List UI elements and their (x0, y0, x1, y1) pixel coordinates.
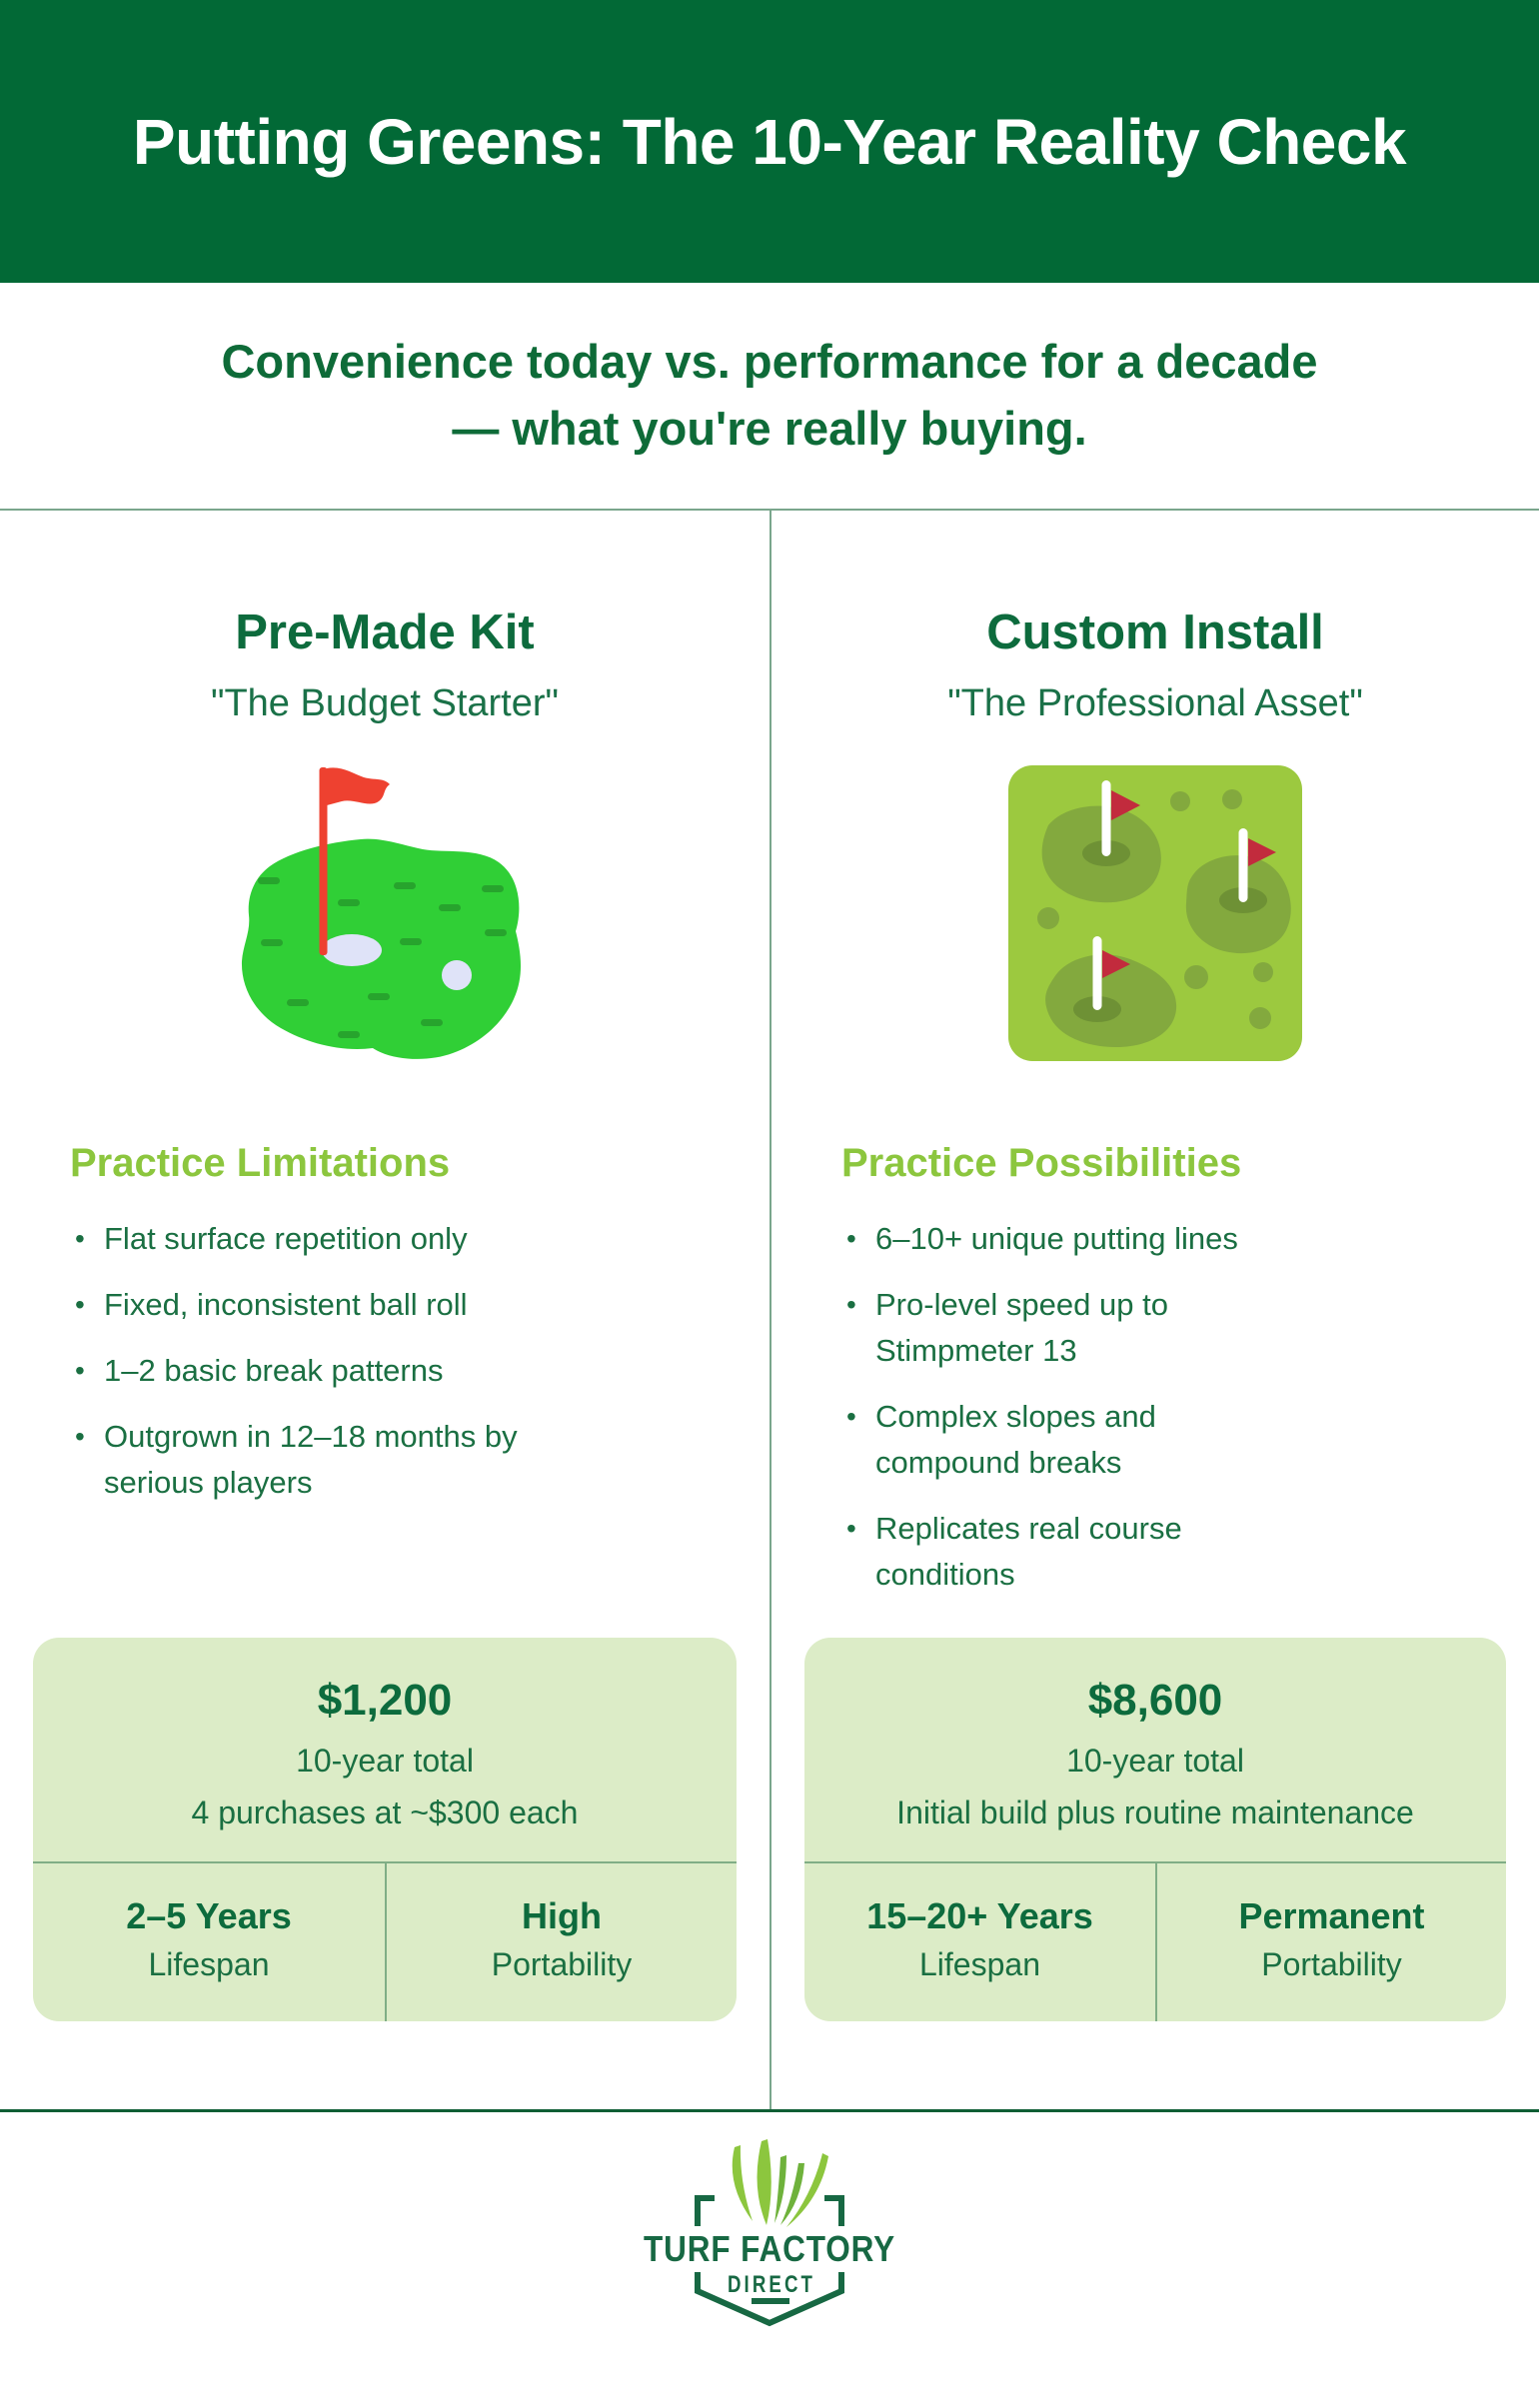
golf-ball (441, 960, 472, 990)
price-period: 10-year total (1066, 1743, 1244, 1779)
flag-pennant (326, 767, 390, 805)
stats-row: 2–5 Years Lifespan High Portability (33, 1861, 737, 2021)
icon-area (771, 765, 1539, 1085)
column-title: Pre-Made Kit (235, 605, 535, 659)
price-summary: $1,200 10-year total 4 purchases at ~$30… (33, 1638, 737, 1861)
feature-item: 6–10+ unique putting lines (841, 1216, 1305, 1262)
column-pre-made-kit: Pre-Made Kit "The Budget Starter" (0, 511, 770, 2109)
stat-label: Lifespan (919, 1946, 1040, 1982)
grass-dashes (257, 877, 507, 1038)
stat-lifespan: 15–20+ Years Lifespan (804, 1863, 1155, 2021)
feature-item: Pro-level speed up to Stimpmeter 13 (841, 1282, 1305, 1374)
pin-flags (1102, 790, 1276, 978)
brand-sub-text: DIRECT (728, 2271, 815, 2298)
stats-row: 15–20+ Years Lifespan Permanent Portabil… (804, 1861, 1506, 2021)
grass-blades-icon (732, 2139, 828, 2227)
features-list: Flat surface repetition only Fixed, inco… (70, 1216, 700, 1506)
price-detail: Initial build plus routine maintenance (896, 1795, 1414, 1830)
shield-outline (695, 2195, 844, 2327)
logo-underline-bar (752, 2298, 789, 2304)
column-tagline: "The Budget Starter" (210, 682, 560, 724)
header-band: Putting Greens: The 10-Year Reality Chec… (0, 0, 1539, 283)
column-title: Custom Install (986, 605, 1324, 659)
features-block: Practice Limitations Flat surface repeti… (70, 1141, 700, 1526)
stat-value: 2–5 Years (126, 1895, 292, 1936)
intro-line-2: — what you're really buying. (452, 402, 1087, 455)
comparison-columns: Pre-Made Kit "The Budget Starter" (0, 511, 1539, 2112)
stat-lifespan: 2–5 Years Lifespan (33, 1863, 385, 2021)
stat-value: Permanent (1238, 1895, 1425, 1936)
column-tagline: "The Professional Asset" (947, 682, 1363, 724)
price-period: 10-year total (296, 1743, 474, 1779)
price-detail: 4 purchases at ~$300 each (191, 1795, 579, 1830)
column-custom-install: Custom Install "The Professional Asset" (770, 511, 1539, 2109)
stat-label: Portability (1261, 1946, 1402, 1982)
price-amount: $8,600 (1087, 1676, 1223, 1725)
footer: TURF FACTORY DIRECT (0, 2112, 1539, 2406)
price-card: $8,600 10-year total Initial build plus … (804, 1638, 1506, 2021)
feature-item: Fixed, inconsistent ball roll (70, 1282, 604, 1328)
multi-hole-green-icon (1008, 765, 1302, 1061)
flag-pole (319, 767, 327, 955)
putting-green-flag-icon (241, 767, 521, 1059)
brand-name-text: TURF FACTORY (644, 2228, 895, 2269)
features-heading: Practice Limitations (70, 1141, 451, 1185)
features-list: 6–10+ unique putting lines Pro-level spe… (841, 1216, 1469, 1598)
features-heading: Practice Possibilities (841, 1141, 1242, 1185)
price-card: $1,200 10-year total 4 purchases at ~$30… (33, 1638, 737, 2021)
feature-item: Outgrown in 12–18 months by serious play… (70, 1414, 604, 1506)
feature-item: Replicates real course conditions (841, 1506, 1305, 1598)
stat-portability: High Portability (385, 1863, 737, 2021)
features-block: Practice Possibilities 6–10+ unique putt… (841, 1141, 1469, 1618)
feature-item: Flat surface repetition only (70, 1216, 604, 1262)
cup-hole (321, 934, 382, 966)
page-title: Putting Greens: The 10-Year Reality Chec… (132, 105, 1407, 178)
stat-label: Portability (491, 1946, 633, 1982)
price-summary: $8,600 10-year total Initial build plus … (804, 1638, 1506, 1861)
intro-line-1: Convenience today vs. performance for a … (221, 335, 1318, 389)
pin-poles (1092, 780, 1248, 1010)
feature-item: 1–2 basic break patterns (70, 1348, 604, 1394)
stat-value: 15–20+ Years (866, 1895, 1093, 1936)
intro-section: Convenience today vs. performance for a … (0, 283, 1539, 511)
icon-area (0, 765, 770, 1085)
turf-factory-direct-logo: TURF FACTORY DIRECT (644, 2139, 895, 2327)
stat-label: Lifespan (148, 1946, 270, 1982)
stat-portability: Permanent Portability (1155, 1863, 1506, 2021)
price-amount: $1,200 (317, 1676, 453, 1725)
feature-item: Complex slopes and compound breaks (841, 1394, 1305, 1486)
stat-value: High (522, 1895, 602, 1936)
